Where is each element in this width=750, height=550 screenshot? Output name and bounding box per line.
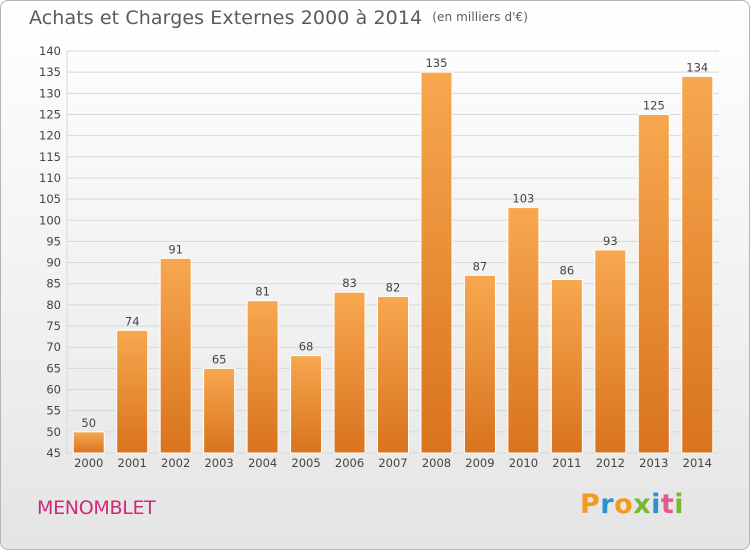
x-tick-label: 2013 <box>639 456 668 470</box>
data-label-2006: 83 <box>342 276 357 290</box>
data-label-2005: 68 <box>299 340 314 354</box>
data-label-2002: 91 <box>168 242 183 256</box>
logo-letter: x <box>633 489 652 520</box>
logo-letter: i <box>651 489 661 520</box>
data-label-2004: 81 <box>255 285 270 299</box>
bar-2010 <box>507 207 540 454</box>
y-tick-label: 135 <box>39 65 61 79</box>
x-tick-label: 2011 <box>552 456 581 470</box>
x-tick-label: 2012 <box>596 456 625 470</box>
bar-2008 <box>420 71 453 454</box>
y-tick-label: 50 <box>46 425 61 439</box>
bar-2013 <box>637 113 670 454</box>
y-tick-label: 110 <box>39 171 61 185</box>
y-tick-label: 80 <box>46 298 61 312</box>
chart-title: Achats et Charges Externes 2000 à 2014 (e… <box>29 7 528 29</box>
x-tick-label: 2002 <box>161 456 190 470</box>
y-tick-label: 140 <box>39 44 61 58</box>
bar-2009 <box>463 274 496 454</box>
bar-2005 <box>290 355 323 454</box>
data-label-2009: 87 <box>473 259 488 273</box>
logo-letter: P <box>580 489 601 520</box>
bar-2007 <box>377 295 409 454</box>
data-label-2000: 50 <box>81 416 96 430</box>
x-tick-label: 2000 <box>74 456 103 470</box>
data-label-2012: 93 <box>603 234 618 248</box>
data-label-2010: 103 <box>512 192 534 206</box>
y-tick-label: 130 <box>39 86 61 100</box>
bar-2011 <box>550 279 583 454</box>
y-tick-label: 90 <box>46 256 61 270</box>
y-tick-label: 60 <box>46 383 61 397</box>
chart-unit: (en milliers d'€) <box>432 10 529 24</box>
y-tick-label: 100 <box>39 213 61 227</box>
y-tick-label: 115 <box>39 150 61 164</box>
proxiti-logo: Proxiti <box>580 489 684 520</box>
x-tick-label: 2003 <box>204 456 233 470</box>
x-tick-label: 2005 <box>291 456 320 470</box>
data-label-2014: 134 <box>686 60 708 74</box>
place-name: MENOMBLET <box>37 497 156 519</box>
x-tick-label: 2009 <box>465 456 494 470</box>
bar-2014 <box>681 75 714 454</box>
data-labels: 50 74 91 65 81 68 83 82 135 87 103 86 93 125 134 <box>81 56 708 430</box>
bar-2012 <box>594 249 627 454</box>
data-label-2003: 65 <box>212 352 227 366</box>
x-tick-label: 2006 <box>335 456 364 470</box>
data-label-2001: 74 <box>125 314 140 328</box>
y-axis-ticks: 45 50 55 60 65 70 75 80 85 90 95 100 105 110 115 120 125… <box>39 44 61 460</box>
bar-2006 <box>333 291 366 454</box>
x-tick-label: 2014 <box>683 456 712 470</box>
x-tick-label: 2004 <box>248 456 277 470</box>
data-label-2007: 82 <box>386 280 401 294</box>
logo-letter: i <box>674 489 685 520</box>
chart-title-text: Achats et Charges Externes 2000 à 2014 <box>29 7 423 29</box>
data-label-2013: 125 <box>643 98 665 112</box>
bar-2000 <box>72 431 105 454</box>
logo-letter: r <box>600 489 615 520</box>
y-tick-label: 85 <box>46 277 61 291</box>
data-label-2011: 86 <box>560 264 575 278</box>
x-tick-label: 2010 <box>509 456 538 470</box>
logo-letter: t <box>660 489 675 520</box>
x-axis-ticks: 2000 2001 2002 2003 2004 2005 2006 2007 2008 2009… <box>74 456 712 470</box>
y-tick-label: 70 <box>46 340 61 354</box>
y-tick-label: 75 <box>46 319 61 333</box>
bars <box>72 71 714 454</box>
y-tick-label: 45 <box>46 446 61 460</box>
bar-2004 <box>246 300 279 454</box>
logo-letter: o <box>614 489 634 520</box>
data-label-2008: 135 <box>425 56 447 70</box>
y-tick-label: 120 <box>39 129 61 143</box>
y-tick-label: 125 <box>39 107 61 121</box>
bar-2002 <box>159 257 192 454</box>
x-tick-label: 2007 <box>378 456 407 470</box>
bar-2003 <box>203 367 236 454</box>
y-tick-label: 55 <box>46 404 61 418</box>
x-tick-label: 2008 <box>422 456 451 470</box>
bar-2001 <box>116 329 149 454</box>
x-tick-label: 2001 <box>118 456 147 470</box>
y-tick-label: 105 <box>39 192 61 206</box>
y-tick-label: 65 <box>46 361 61 375</box>
y-tick-label: 95 <box>46 234 61 248</box>
